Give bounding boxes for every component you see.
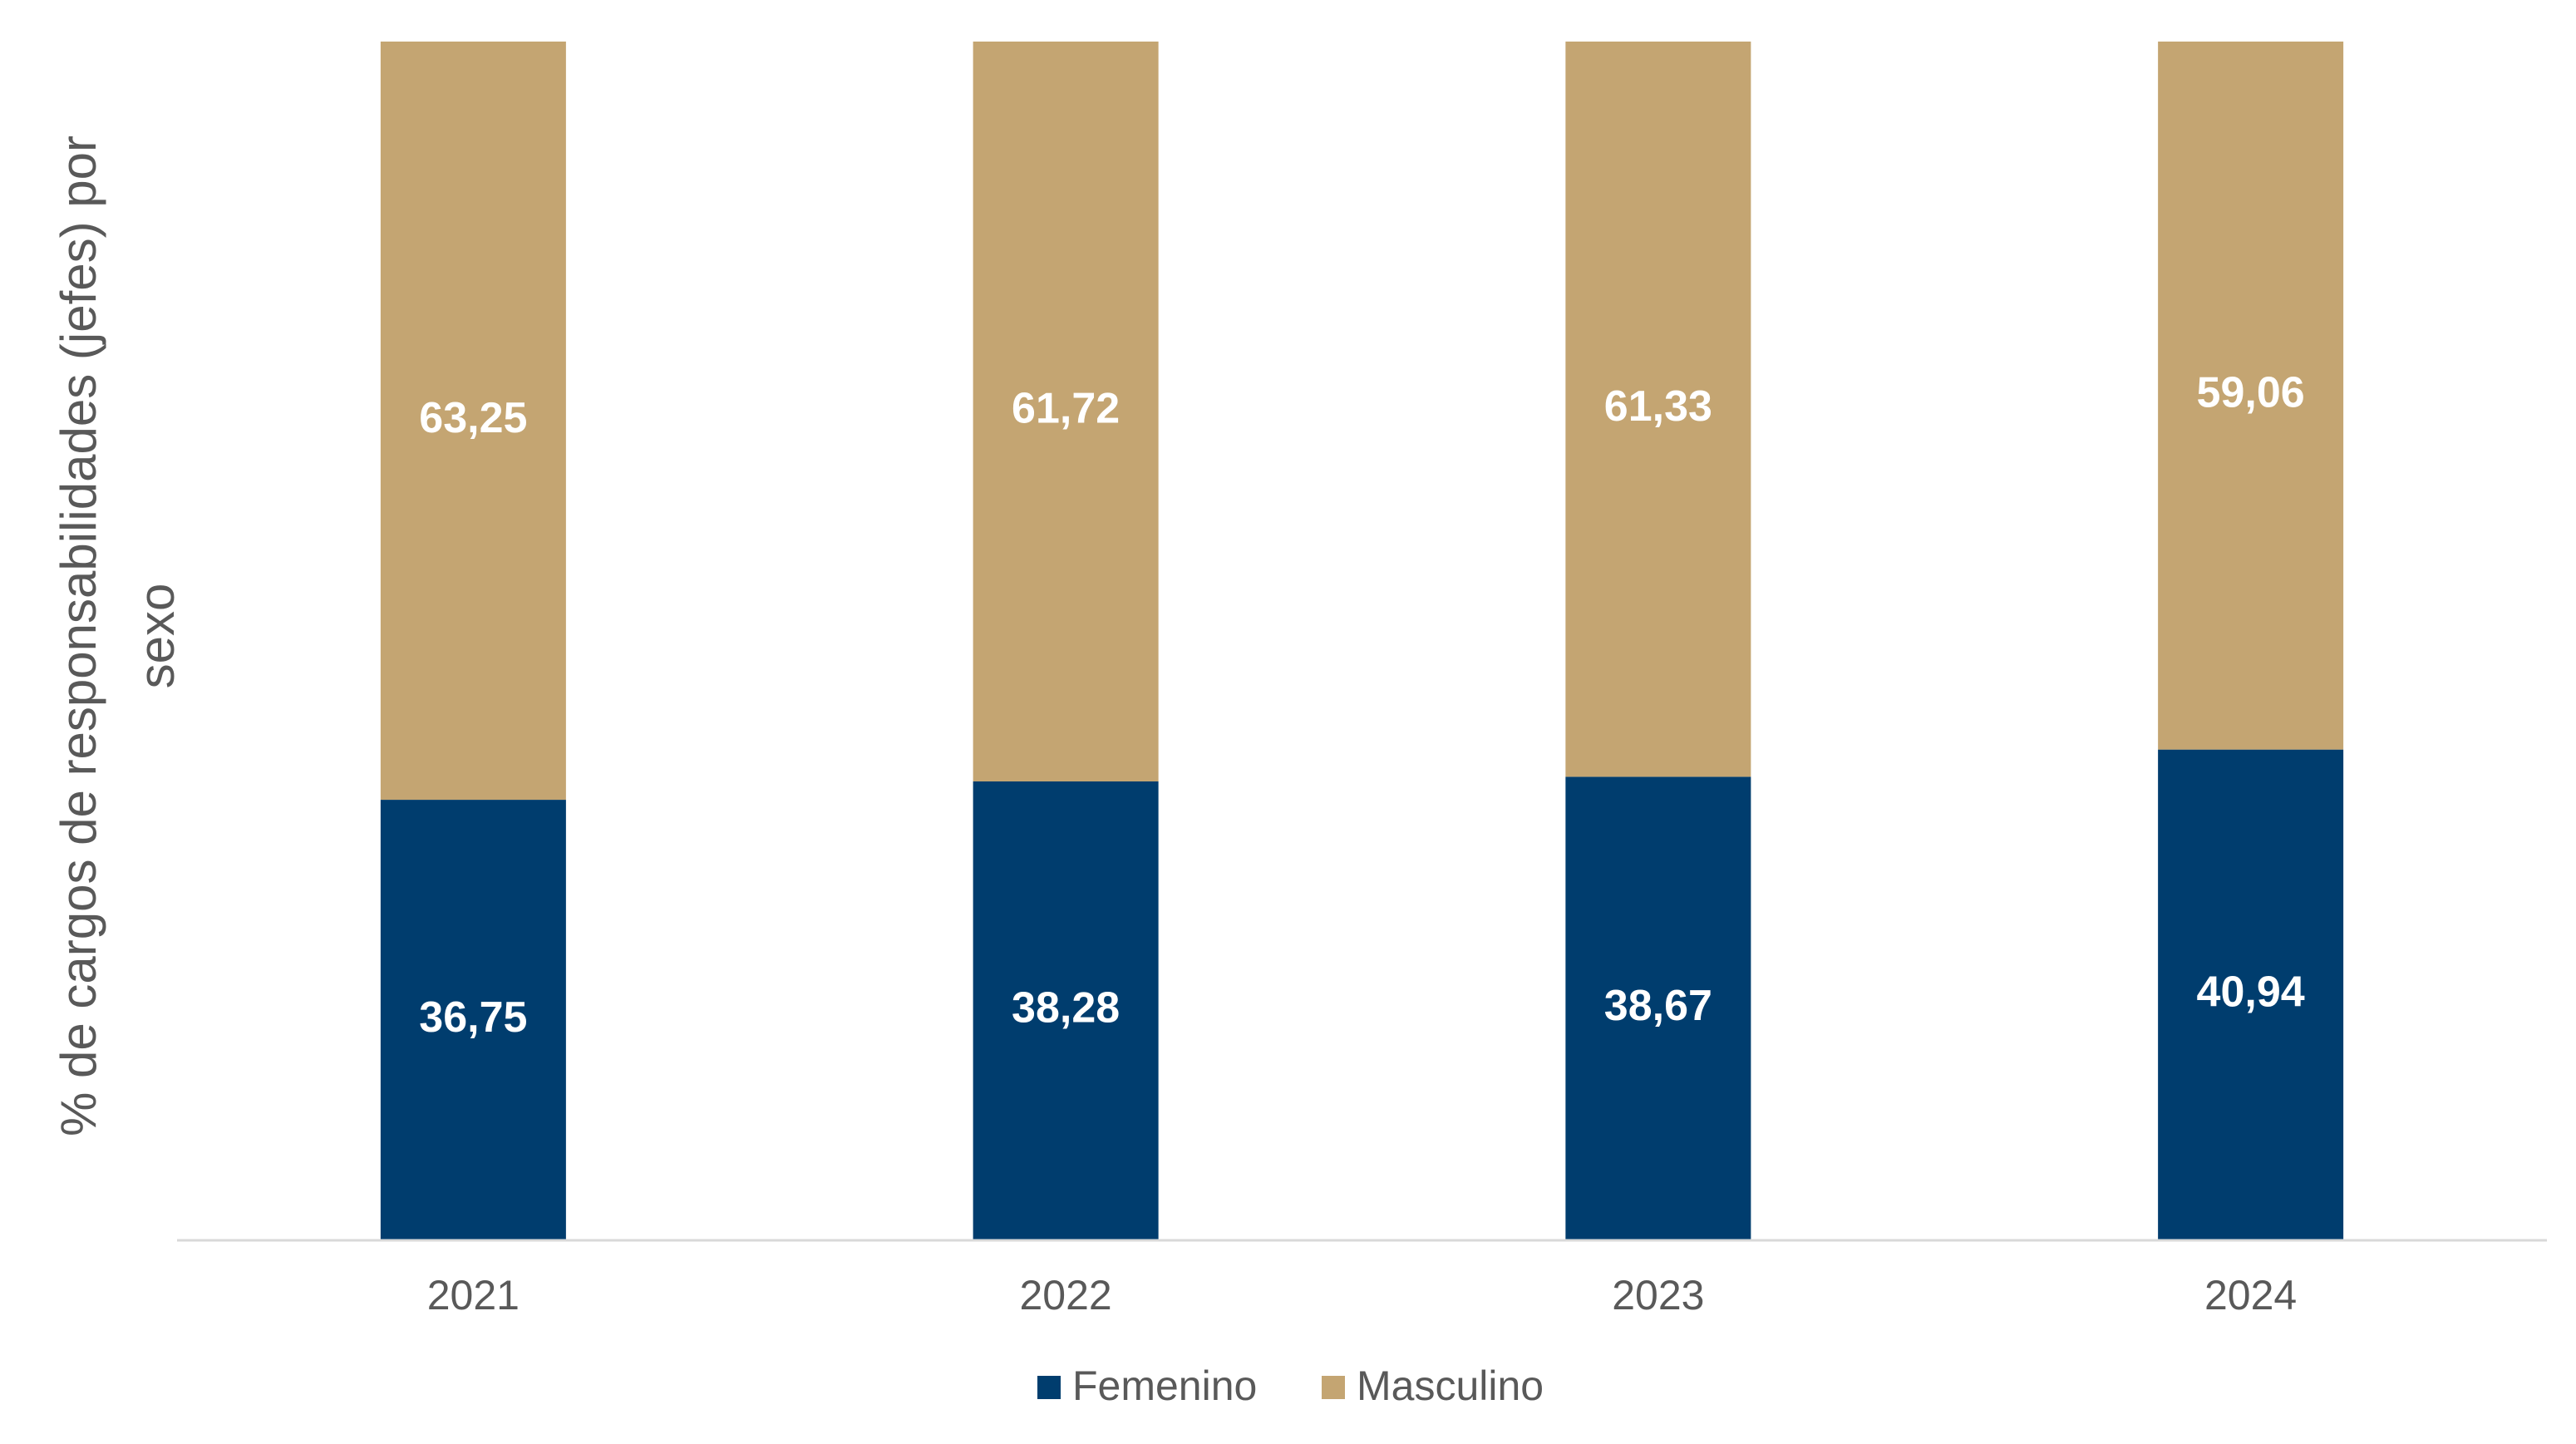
bar-segment — [1565, 42, 1751, 777]
data-label: 61,33 — [1604, 382, 1712, 431]
bar-segment — [380, 42, 566, 801]
bar-segment — [2158, 42, 2344, 750]
bar-segment — [1565, 776, 1751, 1240]
bar-segment — [2158, 749, 2344, 1240]
bar-segment — [973, 42, 1159, 782]
legend-swatch — [1322, 1376, 1345, 1399]
x-tick-label: 2021 — [427, 1272, 520, 1318]
data-label: 36,75 — [419, 993, 527, 1042]
legend-label: Masculino — [1357, 1363, 1544, 1409]
x-tick-label: 2022 — [1020, 1272, 1112, 1318]
data-label: 38,28 — [1012, 984, 1120, 1032]
bar-segment — [380, 800, 566, 1240]
data-label: 63,25 — [419, 394, 527, 442]
data-label: 61,72 — [1012, 385, 1120, 433]
bar-segment — [973, 781, 1159, 1240]
data-label: 40,94 — [2197, 968, 2305, 1017]
data-label: 59,06 — [2197, 369, 2305, 417]
x-tick-label: 2023 — [1612, 1272, 1704, 1318]
y-axis-title: % de cargos de responsabilidades (jefes)… — [51, 136, 185, 1137]
legend-label: Femenino — [1072, 1363, 1257, 1409]
legend-swatch — [1037, 1376, 1061, 1399]
data-label: 38,67 — [1604, 982, 1712, 1030]
x-tick-label: 2024 — [2204, 1272, 2297, 1318]
